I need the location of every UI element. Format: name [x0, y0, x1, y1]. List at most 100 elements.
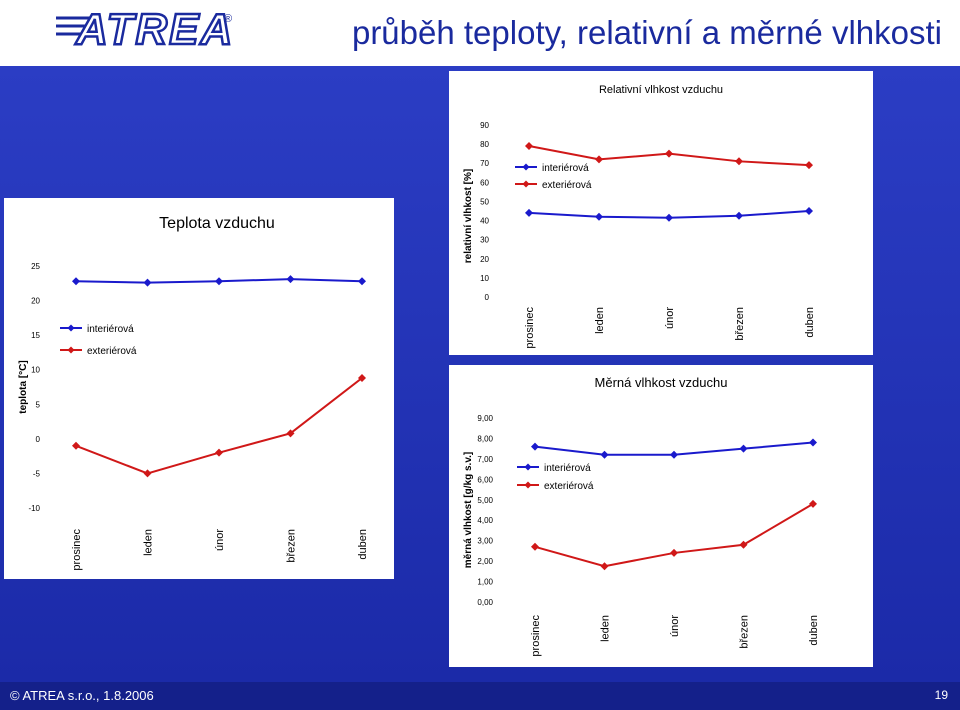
- y-tick-label: 70: [480, 159, 489, 168]
- chart-title: Teplota vzduchu: [159, 215, 275, 232]
- y-tick-label: 40: [480, 217, 489, 226]
- data-point-interior: [525, 208, 533, 217]
- data-point-exterior: [735, 157, 743, 166]
- y-tick-label: 60: [480, 178, 489, 187]
- legend-swatch-marker: [522, 180, 530, 188]
- y-axis-label: relativní vlhkost [%]: [463, 169, 474, 263]
- logo-wordmark: ATREA: [75, 5, 234, 50]
- x-tick-label: únor: [669, 615, 681, 637]
- y-tick-label: 3,00: [477, 537, 493, 546]
- data-point-exterior: [739, 540, 748, 549]
- y-tick-label: 25: [31, 262, 40, 271]
- x-tick-label: prosinec: [530, 615, 542, 657]
- data-point-interior: [809, 438, 817, 447]
- legend-label: exteriérová: [544, 481, 594, 492]
- data-point-interior: [670, 450, 678, 459]
- y-tick-label: 8,00: [477, 434, 493, 443]
- y-tick-label: 0: [36, 435, 41, 444]
- y-axis-label: teplota [°C]: [18, 360, 29, 413]
- y-tick-label: 50: [480, 197, 489, 206]
- y-tick-label: 20: [480, 255, 489, 264]
- data-point-interior: [143, 278, 152, 287]
- x-tick-label: březen: [286, 529, 298, 563]
- legend-swatch-marker: [524, 463, 532, 471]
- data-point-exterior: [665, 149, 673, 158]
- y-tick-label: 90: [480, 121, 489, 130]
- atrea-logo: ATREA ®: [56, 4, 234, 50]
- page-number: 19: [934, 688, 948, 702]
- data-point-exterior: [72, 441, 80, 450]
- x-tick-label: duben: [808, 615, 820, 646]
- page-title: průběh teploty, relativní a měrné vlhkos…: [351, 14, 942, 51]
- data-point-interior: [600, 450, 609, 459]
- data-point-exterior: [525, 142, 533, 151]
- y-tick-label: 4,00: [477, 516, 493, 525]
- logo-stripes: [56, 16, 90, 36]
- x-tick-label: březen: [734, 307, 746, 341]
- y-tick-label: 5: [36, 400, 41, 409]
- data-point-exterior: [670, 548, 678, 557]
- slide-stage: Teplota vzduchu teplota [°C] 25 20 15 10 5 0 -5-…: [0, 66, 960, 682]
- temperature-chart: Teplota vzduchu teplota [°C] 25 20 15 10 5 0 -5 -…: [18, 215, 369, 571]
- x-tick-label: prosinec: [524, 307, 536, 349]
- data-point-exterior: [805, 161, 813, 170]
- temperature-chart-panel: Teplota vzduchu teplota [°C] 25 20 15 10 5 0 -5 -…: [4, 198, 394, 579]
- y-tick-label: 0: [485, 293, 490, 302]
- y-tick-label: 10: [480, 274, 489, 283]
- y-tick-label: 2,00: [477, 557, 493, 566]
- legend-swatch-marker: [67, 346, 75, 354]
- y-tick-label: 20: [31, 297, 40, 306]
- x-tick-label: duben: [804, 307, 816, 338]
- legend-label: interiérová: [544, 463, 591, 474]
- y-tick-label: 0,00: [477, 598, 493, 607]
- logo-registered-mark: ®: [224, 13, 232, 25]
- relative-humidity-chart-panel: Relativní vlhkost vzduchu relativní vlhko…: [449, 71, 873, 355]
- y-tick-label: 15: [31, 331, 40, 340]
- legend-swatch-marker: [67, 324, 75, 332]
- data-point-exterior: [358, 374, 366, 383]
- x-tick-label: leden: [143, 529, 155, 556]
- data-point-interior: [358, 277, 366, 286]
- data-point-exterior: [809, 499, 817, 508]
- x-tick-label: duben: [357, 529, 369, 560]
- data-point-exterior: [531, 542, 539, 551]
- x-tick-label: leden: [600, 615, 612, 642]
- data-point-interior: [286, 275, 295, 284]
- y-tick-label: 7,00: [477, 455, 493, 464]
- data-point-interior: [72, 277, 80, 286]
- y-tick-label: 6,00: [477, 475, 493, 484]
- x-tick-label: březen: [739, 615, 751, 649]
- legend-label: exteriérová: [542, 180, 592, 191]
- legend-label: exteriérová: [87, 346, 137, 357]
- x-tick-label: únor: [214, 529, 226, 551]
- slide-footer: © ATREA s.r.o., 1.8.2006 19: [0, 682, 960, 710]
- data-point-interior: [739, 444, 748, 453]
- series-line-exterior: [75, 377, 363, 475]
- relative-humidity-chart: Relativní vlhkost vzduchu relativní vlhko…: [463, 84, 816, 349]
- legend-label: interiérová: [87, 324, 134, 335]
- y-tick-label: 30: [480, 236, 489, 245]
- slide-header: ATREA ® průběh teploty, relativní a měrn…: [0, 0, 960, 66]
- x-tick-label: únor: [664, 307, 676, 329]
- legend-swatch-marker: [524, 481, 532, 489]
- data-point-exterior: [600, 562, 609, 571]
- chart-title: Relativní vlhkost vzduchu: [599, 84, 723, 96]
- y-tick-label: -10: [28, 504, 40, 513]
- x-tick-label: prosinec: [71, 529, 83, 571]
- y-tick-label: 1,00: [477, 578, 493, 587]
- legend-label: interiérová: [542, 163, 589, 174]
- y-tick-label: 80: [480, 140, 489, 149]
- specific-humidity-chart-panel: Měrná vlhkost vzduchu měrná vlhkost [g/kg…: [449, 365, 873, 667]
- y-tick-label: 10: [31, 366, 40, 375]
- y-tick-label: 5,00: [477, 496, 493, 505]
- data-point-interior: [665, 213, 673, 222]
- legend-swatch-marker: [522, 163, 530, 171]
- data-point-exterior: [143, 469, 152, 478]
- copyright-text: © ATREA s.r.o., 1.8.2006: [10, 688, 154, 703]
- data-point-exterior: [595, 155, 603, 164]
- data-point-interior: [595, 212, 603, 221]
- x-tick-label: leden: [594, 307, 606, 334]
- data-point-interior: [215, 277, 223, 286]
- data-point-interior: [805, 207, 813, 215]
- specific-humidity-chart: Měrná vlhkost vzduchu měrná vlhkost [g/kg…: [463, 375, 820, 657]
